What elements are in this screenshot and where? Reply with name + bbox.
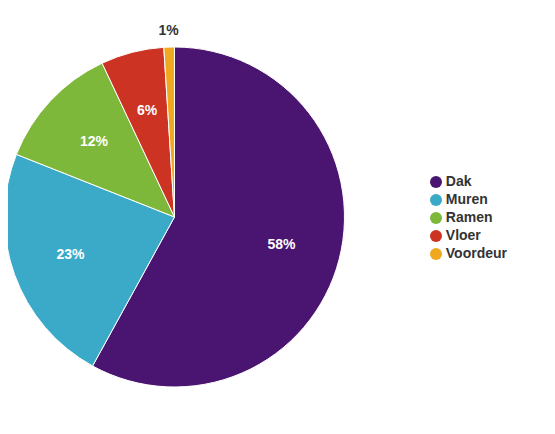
svg-text:6%: 6% xyxy=(137,102,158,118)
html-text:Ramen: Ramen xyxy=(445,209,493,225)
html-text:Dak: Dak xyxy=(445,173,472,189)
html-text:Voordeur: Voordeur xyxy=(445,245,507,261)
svg-text:58%: 58% xyxy=(267,236,296,252)
html-text:Vloer: Vloer xyxy=(445,227,481,243)
svg-text:23%: 23% xyxy=(56,246,85,262)
svg-text:1%: 1% xyxy=(158,22,179,38)
html-text:Muren: Muren xyxy=(445,191,488,207)
svg-text:12%: 12% xyxy=(80,133,109,149)
